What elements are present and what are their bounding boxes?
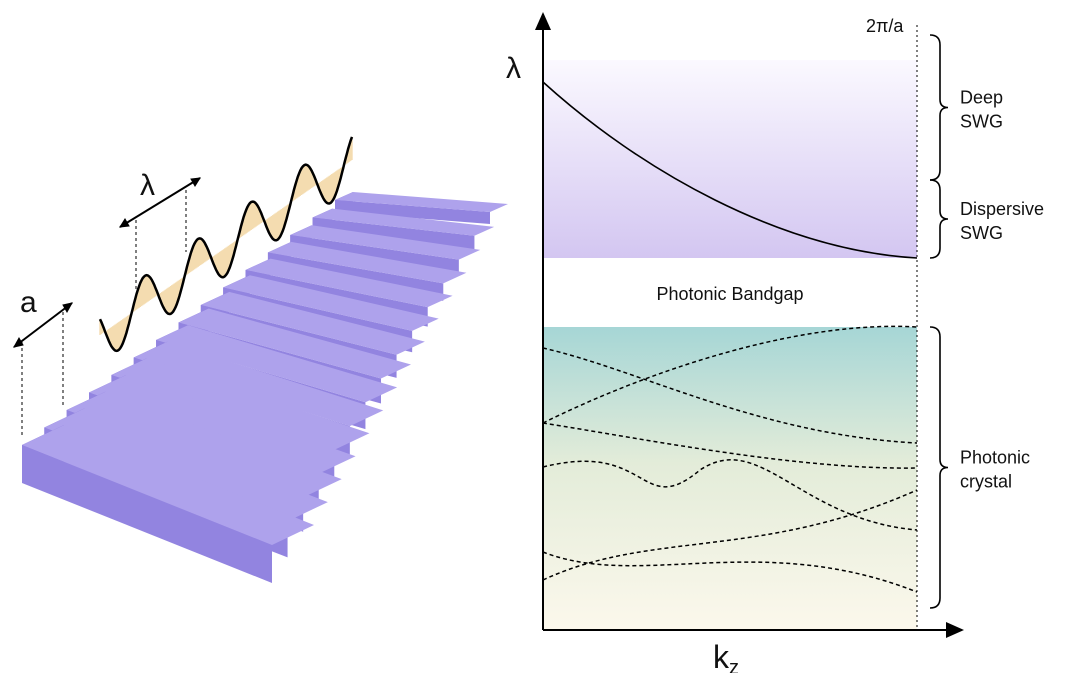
y-axis-label: λ	[506, 52, 521, 85]
band	[542, 81, 918, 259]
bar-top	[156, 325, 398, 403]
band	[542, 422, 918, 469]
period-label: a	[20, 286, 37, 319]
bar-front	[335, 200, 490, 224]
wavelength-line	[119, 177, 201, 228]
wavelength-arrows	[119, 177, 201, 228]
region-label-line: SWG	[960, 112, 1003, 132]
grating-bars	[22, 192, 508, 583]
bar-top	[267, 241, 467, 284]
bands	[542, 81, 918, 593]
bar-top	[200, 291, 425, 355]
dimension-lines	[13, 177, 201, 436]
region-label-line: Dispersive	[960, 199, 1044, 219]
region-label-line: crystal	[960, 472, 1012, 492]
bar-top	[89, 375, 356, 474]
region-label-line: SWG	[960, 223, 1003, 243]
wavelength-label: λ	[140, 169, 155, 202]
bar	[335, 192, 508, 224]
bar-top	[44, 408, 328, 522]
bar-top	[335, 192, 508, 212]
region-label-line: Photonic	[960, 448, 1030, 468]
bar	[312, 208, 495, 250]
bar-front	[22, 445, 272, 583]
region-label: Photonic crystal	[960, 448, 1030, 492]
bar-top	[178, 308, 411, 379]
region-label: Deep SWG	[960, 88, 1003, 132]
band	[542, 551, 918, 593]
brace	[929, 326, 949, 609]
bar	[22, 425, 314, 583]
x-axis-label: kz	[713, 639, 739, 673]
bar-top	[290, 225, 481, 260]
x-axis-subscript: z	[729, 657, 739, 673]
braces	[929, 34, 949, 609]
crystal-region	[543, 327, 917, 630]
region-label: Dispersive SWG	[960, 199, 1044, 243]
band	[542, 459, 918, 531]
bar-top	[22, 425, 314, 545]
boundary-label: 2π/a	[866, 16, 904, 36]
wave-line	[98, 136, 354, 353]
period-arrows	[13, 302, 73, 348]
period-line	[13, 302, 73, 348]
bar-top	[245, 258, 453, 308]
bar-front	[312, 217, 475, 250]
band	[542, 325, 918, 424]
bar-top	[223, 275, 439, 331]
swg-region	[543, 60, 917, 258]
bar-top	[133, 341, 384, 427]
bandgap-label: Photonic Bandgap	[656, 284, 803, 304]
bar-top	[66, 391, 342, 498]
wave	[98, 136, 354, 353]
region-label-line: Deep	[960, 88, 1003, 108]
bar-top	[111, 358, 370, 450]
brace	[929, 34, 949, 181]
bar-top	[312, 208, 495, 236]
x-axis-main: k	[713, 639, 730, 673]
brace	[929, 179, 949, 259]
